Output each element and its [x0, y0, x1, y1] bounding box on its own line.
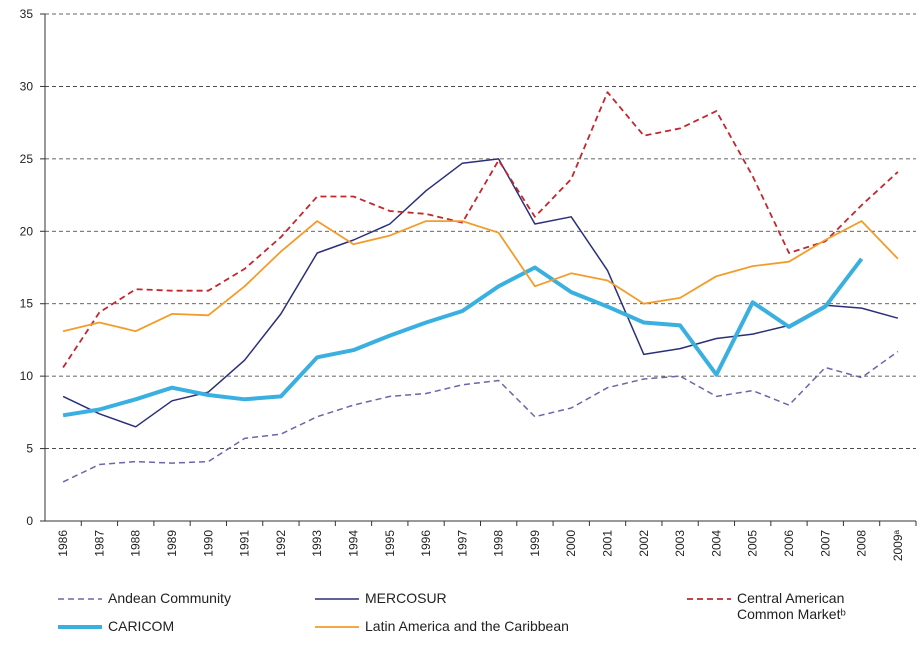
legend-swatch	[315, 598, 359, 600]
y-tick-label: 5	[26, 442, 33, 456]
legend-label: CARICOM	[108, 618, 175, 634]
y-tick-label: 20	[20, 224, 34, 238]
y-tick-label: 0	[26, 514, 33, 528]
x-tick-label: 1992	[274, 530, 288, 557]
legend-item: Latin America and the Caribbean	[315, 618, 569, 634]
chart: 0 5 10 15 20 25 30 35 1986 1987 1988 1989 1990 1991 19…	[20, 7, 917, 561]
legend-swatch	[58, 598, 102, 600]
y-tick-label: 25	[20, 152, 34, 166]
legend-swatch	[687, 598, 731, 600]
series-line	[62, 257, 864, 418]
x-tick-label: 1996	[419, 530, 433, 557]
x-tick-label: 1986	[56, 530, 70, 557]
x-tick-label: 1998	[492, 530, 506, 557]
legend-item: Central American Common Marketᵇ	[687, 590, 877, 622]
x-tick-label: 2000	[564, 530, 578, 557]
x-tick-label: 1991	[238, 530, 252, 557]
x-tick-label: 1990	[201, 530, 215, 557]
legend-label: Central American Common Marketᵇ	[737, 590, 846, 622]
x-tick-label: 1988	[129, 530, 143, 557]
legend-label: Andean Community	[108, 590, 231, 606]
legend-item: Andean Community	[58, 590, 231, 606]
legend-swatch	[315, 626, 359, 628]
series-line	[62, 158, 899, 428]
x-tick-label: 2007	[818, 530, 832, 557]
y-tick-label: 15	[20, 297, 34, 311]
x-tick-label: 1995	[383, 530, 397, 557]
x-tick-label: 1993	[310, 530, 324, 557]
series-line	[62, 220, 899, 333]
x-tick-label: 1994	[346, 530, 360, 557]
x-tick-label: 1987	[92, 530, 106, 557]
x-tick-label: 2004	[709, 530, 723, 557]
y-tick-label: 30	[20, 79, 34, 93]
x-tick-label: 2001	[601, 530, 615, 557]
y-tick-label: 10	[20, 369, 34, 383]
legend-label: Latin America and the Caribbean	[365, 618, 569, 634]
x-tick-label: 1999	[528, 530, 542, 557]
series-line	[62, 91, 899, 368]
x-tick-label: 2005	[746, 530, 760, 557]
x-tick-label: 2008	[855, 530, 869, 557]
legend-item: MERCOSUR	[315, 590, 447, 606]
legend-label: MERCOSUR	[365, 590, 447, 606]
legend-swatch	[58, 625, 102, 629]
x-tick-label: 1997	[455, 530, 469, 557]
x-tick-label: 2006	[782, 530, 796, 557]
series-line	[62, 350, 899, 483]
y-tick-label: 35	[20, 7, 34, 21]
x-tick-label: 2002	[637, 530, 651, 557]
x-tick-label: 1989	[165, 530, 179, 557]
legend-item: CARICOM	[58, 618, 174, 634]
x-tick-label: 2003	[673, 530, 687, 557]
x-tick-label: 2009ᵃ	[891, 529, 905, 561]
